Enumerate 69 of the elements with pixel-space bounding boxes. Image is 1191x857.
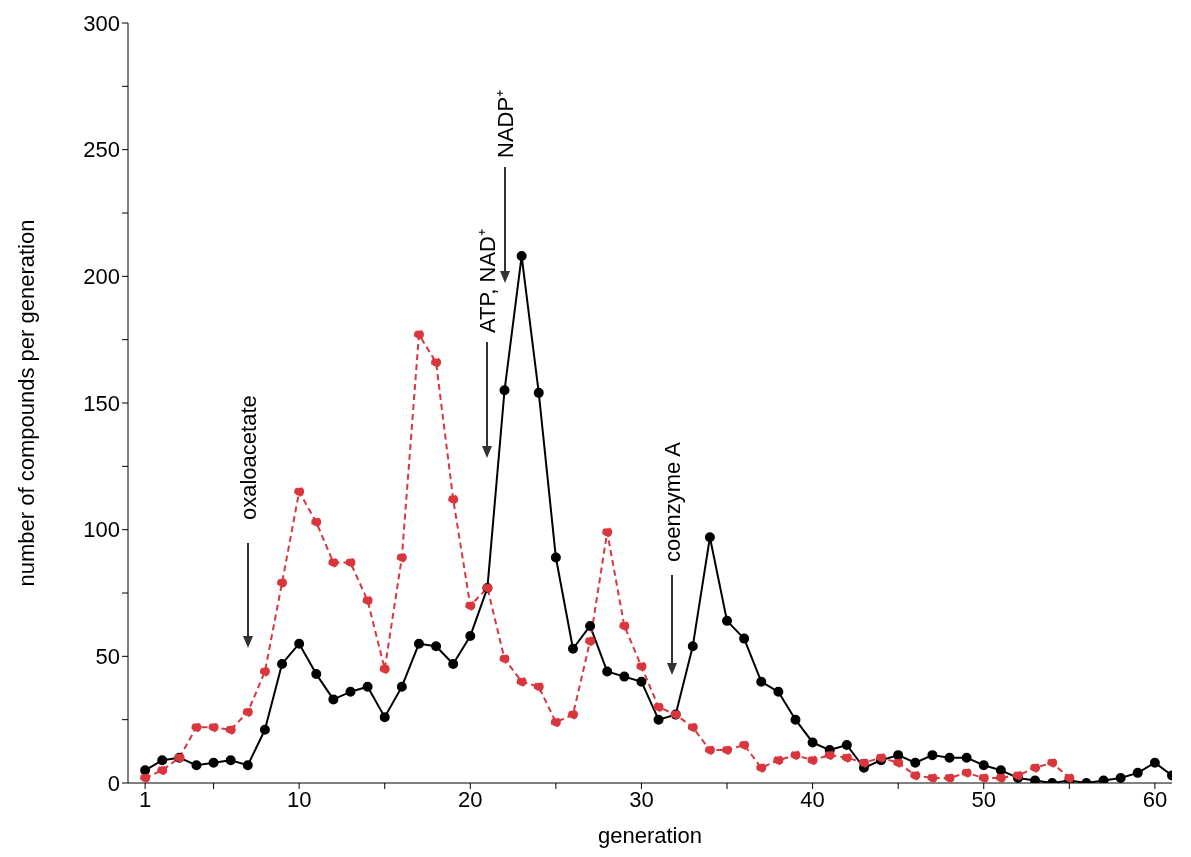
x-tick-label: 60 (1142, 786, 1168, 812)
point (1047, 757, 1058, 768)
y-tick-label: 250 (83, 137, 120, 163)
point (790, 750, 801, 761)
point (1030, 762, 1041, 773)
point (978, 772, 989, 783)
point (910, 770, 921, 781)
point (499, 653, 510, 664)
y-tick-label: 100 (83, 517, 120, 543)
y-tick-label: 150 (83, 390, 120, 416)
point (431, 357, 442, 368)
y-tick-label: 200 (83, 264, 120, 290)
point (756, 762, 767, 773)
point (345, 557, 356, 568)
point (550, 717, 561, 728)
point (328, 557, 339, 568)
point (927, 772, 938, 783)
point (585, 636, 596, 647)
point (277, 577, 288, 588)
x-tick-label: 1 (138, 786, 152, 812)
annotation: NADP⁺ (493, 89, 518, 158)
point (687, 722, 698, 733)
point (704, 745, 715, 756)
y-axis-title: number of compounds per generation (13, 219, 39, 587)
y-tick-label: 300 (83, 10, 120, 36)
y-tick-label: 0 (107, 770, 120, 796)
point (294, 486, 305, 497)
point (567, 709, 578, 720)
point (379, 664, 390, 674)
point (191, 722, 202, 733)
annotation: ATP, NAD⁺ (475, 229, 500, 333)
point (995, 772, 1006, 783)
x-axis-title: generation (598, 823, 702, 848)
point (396, 552, 407, 563)
point (448, 494, 459, 505)
x-tick-label: 10 (286, 786, 312, 812)
point (944, 772, 955, 783)
x-tick-label: 30 (629, 786, 654, 812)
point (140, 772, 151, 783)
point (636, 661, 647, 672)
annotation: oxaloacetate (236, 395, 261, 520)
point (722, 745, 733, 756)
point (516, 676, 527, 687)
point (602, 527, 613, 538)
point (157, 765, 168, 776)
point (413, 329, 424, 340)
point (465, 600, 476, 611)
point (619, 620, 630, 631)
x-tick-label: 40 (800, 786, 825, 812)
y-tick-label: 50 (95, 644, 120, 670)
point (739, 740, 750, 750)
point (807, 755, 818, 766)
point (311, 517, 322, 528)
point (824, 750, 835, 761)
point (858, 757, 869, 768)
point (242, 707, 253, 718)
point (841, 752, 852, 763)
point (362, 595, 373, 606)
point (259, 666, 270, 677)
point (533, 681, 544, 692)
point (225, 724, 236, 735)
point (208, 722, 219, 733)
x-tick-label: 50 (971, 786, 996, 812)
x-tick-label: 20 (458, 786, 483, 812)
annotation: coenzyme A (660, 441, 685, 562)
point (773, 755, 784, 766)
point (893, 757, 904, 768)
point (653, 702, 664, 712)
point (961, 767, 972, 778)
